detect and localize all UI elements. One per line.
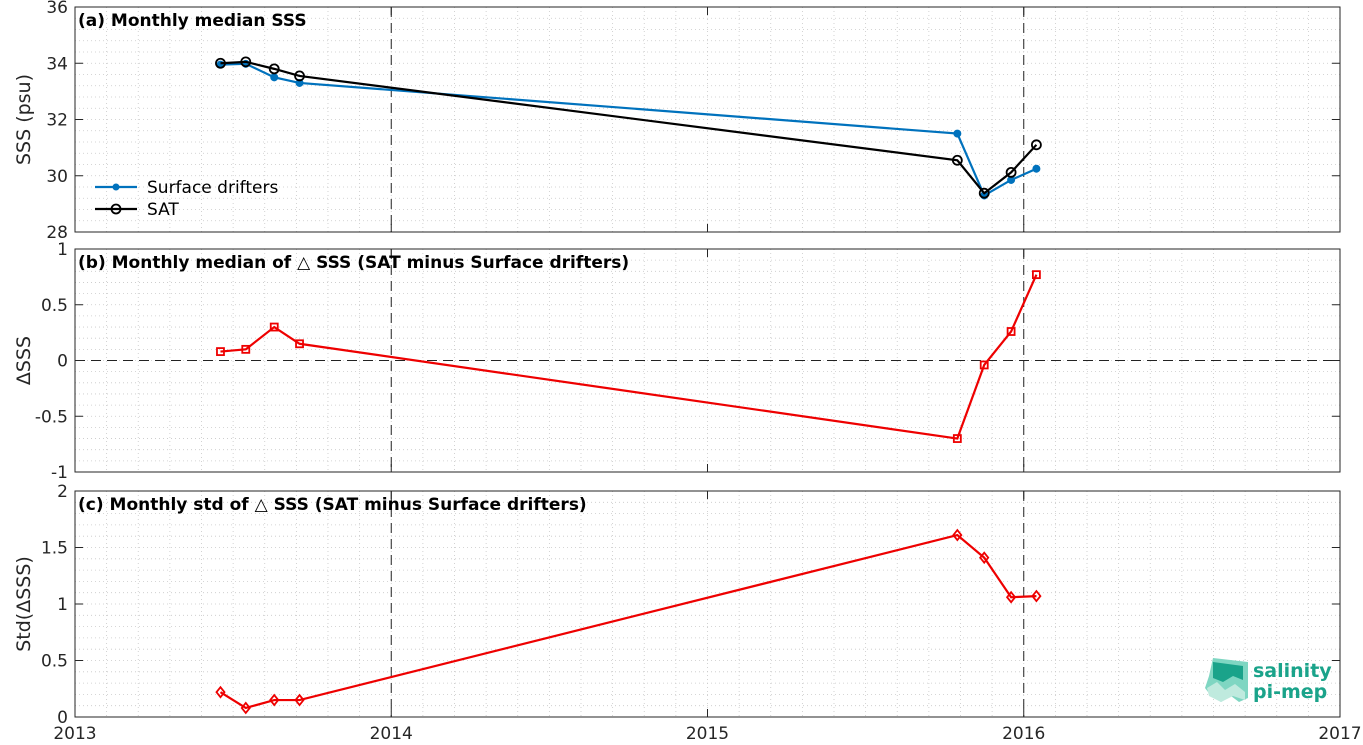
- y-tick-label: -1: [51, 463, 68, 483]
- data-point: [215, 685, 226, 699]
- data-point: [952, 528, 963, 542]
- data-point: [270, 73, 279, 82]
- y-tick-label: 34: [46, 54, 68, 74]
- data-point: [1031, 589, 1042, 603]
- logo-mark-accent: [1213, 662, 1243, 682]
- data-point: [268, 63, 280, 75]
- x-tick-label: 2013: [53, 724, 96, 744]
- y-tick-label: 32: [46, 111, 68, 131]
- data-point: [269, 322, 279, 332]
- data-point: [295, 339, 304, 349]
- panel-title: (b) Monthly median of △ SSS (SAT minus S…: [78, 253, 629, 273]
- y-tick-label: 0: [57, 708, 68, 728]
- series-line: [220, 62, 1037, 198]
- legend-marker: [110, 203, 122, 215]
- y-tick-label: 0: [57, 352, 68, 372]
- series-line: [220, 274, 1038, 440]
- data-point: [295, 78, 304, 87]
- legend-label: SAT: [147, 200, 179, 220]
- salinity-pi-mep-logo: salinity pi-mep: [1205, 658, 1332, 703]
- logo-line2: pi-mep: [1253, 681, 1327, 703]
- data-point: [1032, 164, 1041, 173]
- panel-1: 28 30 32 34 36 SSS (psu) (a) Monthly median SS…: [13, 0, 1341, 243]
- data-point: [216, 347, 225, 356]
- y-tick-label: 1.5: [41, 539, 68, 559]
- y-tick-label: 30: [46, 167, 68, 187]
- data-point: [979, 360, 989, 370]
- x-tick-label: 2015: [686, 724, 729, 744]
- data-point: [1031, 139, 1042, 151]
- x-tick-label: 2014: [370, 724, 413, 744]
- data-point: [1032, 270, 1041, 280]
- y-tick-label: 1: [57, 595, 68, 615]
- data-point: [953, 129, 962, 138]
- panels: 28 30 32 34 36 SSS (psu) (a) Monthly median SS…: [13, 0, 1362, 744]
- y-axis-label: ΔSSS: [13, 336, 35, 385]
- panel-title: (c) Monthly std of △ SSS (SAT minus Surf…: [78, 495, 587, 515]
- y-tick-label: 28: [46, 223, 68, 243]
- data-point: [294, 70, 305, 82]
- data-point: [269, 693, 280, 707]
- y-axis-label: SSS (psu): [13, 74, 35, 165]
- legend-marker: [112, 183, 120, 191]
- y-tick-label: 0.5: [41, 652, 68, 672]
- data-point: [294, 693, 305, 707]
- data-point: [240, 701, 251, 715]
- y-tick-label: 36: [46, 0, 68, 18]
- data-point: [978, 187, 990, 199]
- panel-3: 0 0.5 1 1.5 2 2013 2014 2015 2016 2017 Std(ΔSSS) (c…: [13, 482, 1362, 744]
- x-tick-label: 2016: [1002, 724, 1045, 744]
- y-tick-label: 0.5: [41, 296, 68, 316]
- data-point: [240, 56, 252, 68]
- legend-label: Surface drifters: [147, 178, 278, 198]
- panel-2: -1 -0.5 0 0.5 1 ΔSSS (b) Monthly median of △ S…: [13, 240, 1341, 483]
- data-point: [1005, 590, 1017, 604]
- data-point: [979, 551, 990, 565]
- data-point: [952, 434, 962, 443]
- panel-title: (a) Monthly median SSS: [78, 11, 307, 31]
- y-tick-label: 1: [57, 240, 68, 260]
- y-tick-label: 2: [57, 482, 68, 502]
- logo-line1: salinity: [1253, 660, 1332, 682]
- data-point: [1006, 327, 1016, 336]
- series-line: [219, 533, 1037, 710]
- data-point: [215, 57, 226, 69]
- y-axis-label: Std(ΔSSS): [13, 556, 35, 652]
- data-point: [1005, 166, 1017, 178]
- y-tick-label: -0.5: [35, 407, 68, 427]
- data-point: [241, 344, 251, 354]
- logo-mark-wave: [1207, 682, 1245, 702]
- x-tick-label: 2017: [1318, 724, 1361, 744]
- data-point: [951, 154, 963, 166]
